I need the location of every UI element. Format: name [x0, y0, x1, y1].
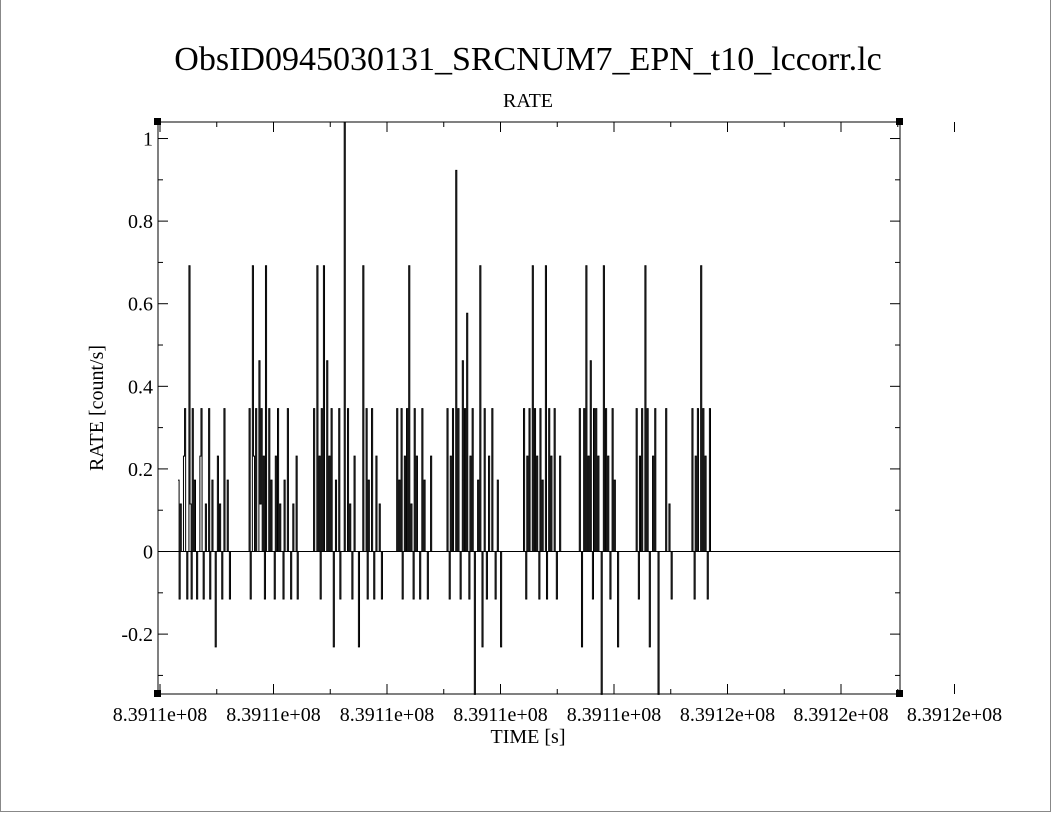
x-tick-label: 8.3912e+08 — [907, 704, 1002, 726]
y-axis-label: RATE [count/s] — [86, 345, 108, 471]
y-tick-label: 0.6 — [128, 294, 153, 316]
x-tick-label: 8.3911e+08 — [340, 704, 434, 726]
x-tick-label: 8.3911e+08 — [567, 704, 661, 726]
chart-title: ObsID0945030131_SRCNUM7_EPN_t10_lccorr.l… — [174, 41, 881, 78]
x-axis-label: TIME [s] — [491, 726, 566, 748]
x-tick-label: 8.3912e+08 — [793, 704, 888, 726]
plot-border — [157, 121, 901, 695]
y-tick-label: -0.2 — [121, 624, 153, 646]
y-tick-label: 0.2 — [128, 459, 153, 481]
corner-handle-top-right — [896, 118, 903, 125]
corner-handle-bottom-left — [154, 690, 161, 697]
corner-handle-top-left — [154, 118, 161, 125]
x-axis-ticks: 8.3911e+08 8.3911e+08 8.3911e+08 8.3911e+08… — [113, 122, 1002, 726]
y-tick-label: 0.4 — [128, 376, 153, 398]
plot-area: -0.200.20.40.60.81 8.3911e+08 8.3911e+08 8… — [113, 118, 1002, 726]
x-tick-label: 8.3911e+08 — [226, 704, 320, 726]
y-tick-label: 1 — [143, 129, 153, 151]
y-tick-label: 0.8 — [128, 211, 153, 233]
y-tick-label: 0 — [143, 542, 153, 564]
corner-handle-bottom-right — [896, 690, 903, 697]
x-tick-label: 8.3912e+08 — [680, 704, 775, 726]
x-tick-label: 8.3911e+08 — [113, 704, 207, 726]
chart-subtitle: RATE — [503, 90, 553, 112]
x-tick-label: 8.3911e+08 — [453, 704, 547, 726]
series-line — [178, 121, 892, 695]
y-axis-ticks: -0.2 0 0.2 0.4 0.6 0.8 1 — [121, 129, 900, 676]
